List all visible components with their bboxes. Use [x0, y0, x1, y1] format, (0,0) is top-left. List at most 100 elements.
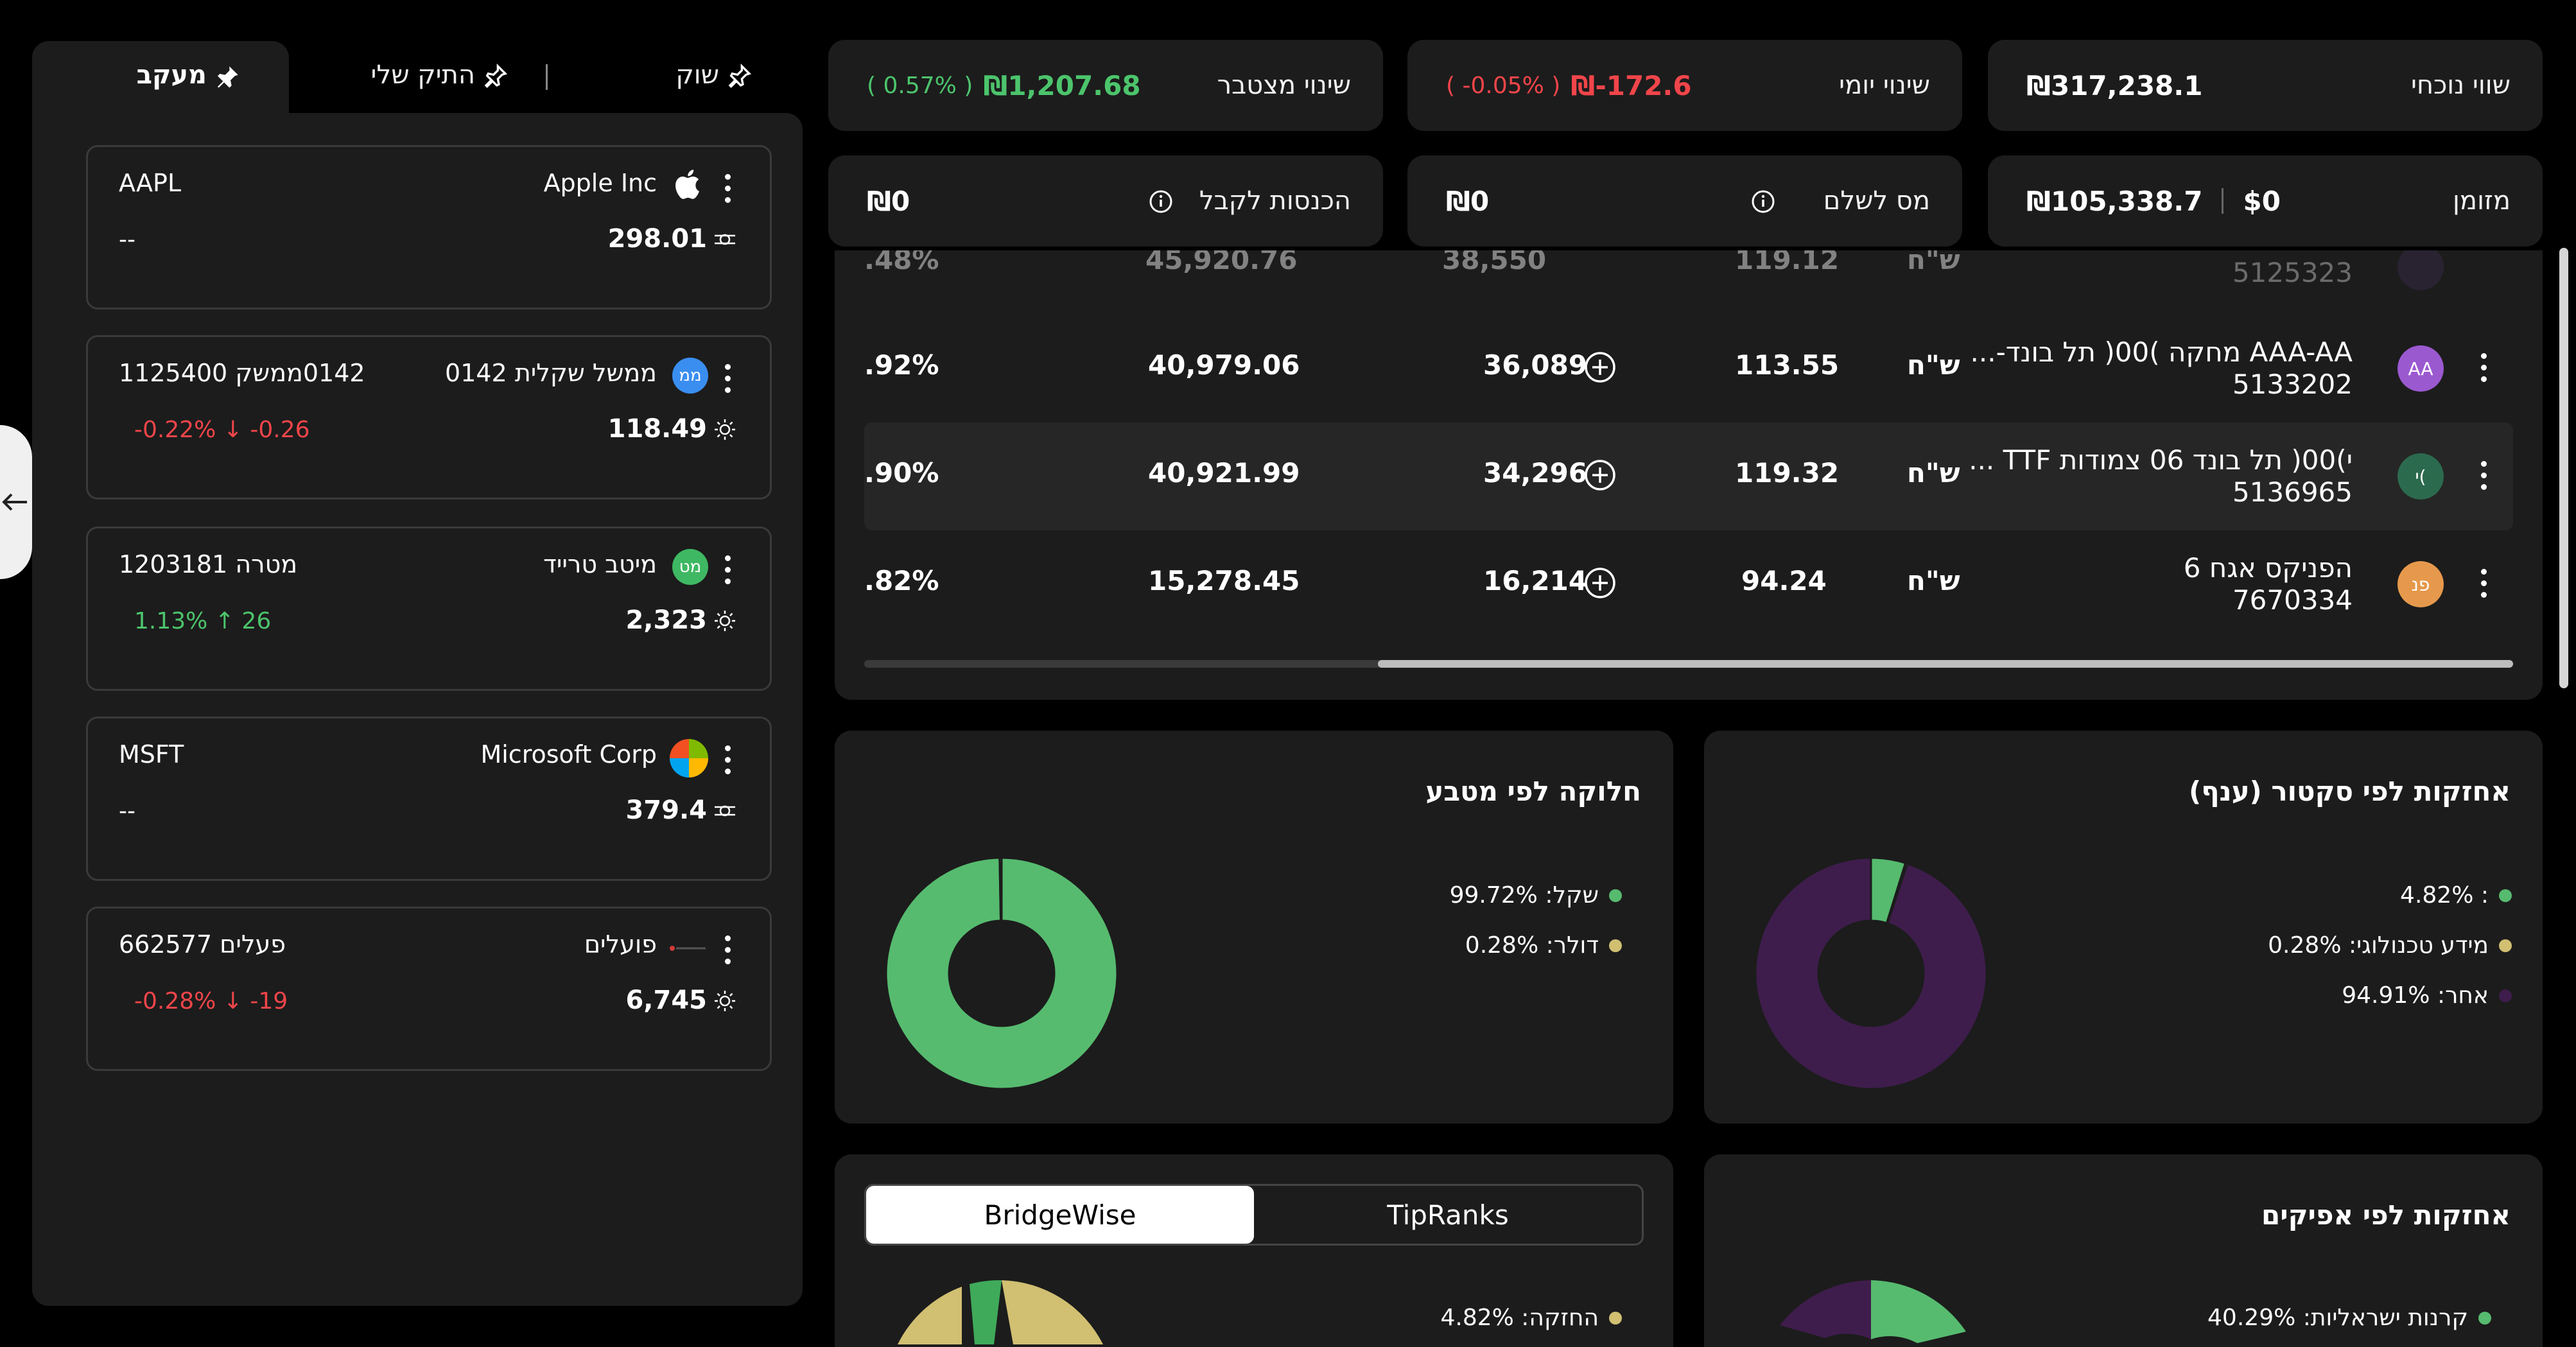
legend-item: מידע טכנולוגי: 0.28% [2268, 932, 2512, 959]
holding-id: 7670334 [2232, 584, 2353, 616]
more-options-icon[interactable] [725, 174, 731, 204]
more-options-icon[interactable] [725, 555, 731, 585]
sector-chart-card: אחזקות לפי סקטור (ענף) : 4.82% מידע טכנו… [1704, 731, 2543, 1124]
horizontal-scrollbar[interactable] [864, 660, 2513, 668]
legend-item: : 4.82% [2400, 882, 2512, 908]
sun-icon [715, 991, 735, 1011]
legend-dot [2499, 989, 2512, 1002]
cash-ils: ₪105,338.7 [2026, 185, 2203, 217]
cash-values: ₪105,338.7 $0 [2026, 155, 2281, 247]
market-closed-icon [715, 234, 735, 245]
watchlist-item-price: 2,323 [625, 605, 707, 635]
vertical-scrollbar[interactable] [2559, 248, 2568, 688]
cash-label: מזומן [2453, 186, 2511, 216]
tab-tracker[interactable]: מעקב [32, 41, 289, 118]
legend-item: החזקה: 4.82% [1440, 1305, 1622, 1331]
characteristics-chart-card: אחזקות לפי אפיקים קרנות ישראליות: 40.29% [1704, 1154, 2543, 1347]
microsoft-icon [670, 739, 708, 778]
chart-title: אחזקות לפי אפיקים [2261, 1199, 2511, 1231]
watchlist-item-change: -0.28% ↓ -19 [134, 988, 288, 1014]
more-options-icon[interactable] [2481, 353, 2487, 383]
watchlist-item-price: 118.49 [607, 414, 707, 444]
watchlist-item-symbol: MSFT [119, 740, 184, 769]
apple-icon [675, 169, 699, 199]
income-label: הכנסות לקבל [1199, 186, 1351, 216]
chart-title: אחזקות לפי סקטור (ענף) [2189, 776, 2511, 807]
table-row[interactable]: י( י)00( תל בונד 06 צמודות TTF ... 51369… [864, 422, 2513, 530]
watchlist-item-change: 1.13% ↑ 26 [134, 608, 272, 634]
market-closed-icon [715, 805, 735, 817]
add-circle-icon[interactable] [1583, 351, 1617, 384]
legend-item: קרנות ישראליות: 40.29% [2207, 1305, 2491, 1331]
total-change-value: ₪1,207.68 [983, 69, 1141, 101]
legend-label: דולר: 0.28% [1465, 932, 1599, 959]
watchlist-item-symbol: מטרה 1203181 [119, 550, 298, 578]
arrow-left-icon [2, 493, 27, 511]
legend-item: דולר: 0.28% [1465, 932, 1622, 959]
holding-percent: .92% [864, 349, 939, 381]
holding-id: 5125323 [2232, 257, 2353, 288]
cash-card: מזומן ₪105,338.7 $0 [1988, 155, 2543, 247]
holding-name: AAA-AA מחקה )00( תל בונד-... [1970, 336, 2353, 368]
income-card: הכנסות לקבל ₪0 [828, 155, 1383, 247]
characteristics-donut-chart [1780, 1280, 1966, 1343]
current-value-card: שווי נוכחי ₪317,238.1 [1988, 40, 2543, 131]
sun-icon [715, 611, 735, 631]
holding-price: 119.32 [1735, 457, 1840, 489]
cash-divider [2222, 188, 2224, 214]
donut-segment [898, 1287, 962, 1344]
info-icon[interactable] [1750, 189, 1776, 214]
more-options-icon[interactable] [725, 364, 731, 394]
legend-label: שקל: 99.72% [1449, 882, 1599, 908]
watchlist-item[interactable]: מיטב טרייד מט מטרה 1203181 2,323 1.13% ↑… [86, 526, 772, 691]
pin-icon [218, 66, 238, 88]
watchlist-item-name: ממשל שקלית 0142 [445, 359, 657, 387]
avatar: מט [672, 549, 708, 585]
table-row[interactable]: AA AAA-AA מחקה )00( תל בונד-... 5133202 … [864, 315, 2513, 422]
holding-currency: ש"ח [1907, 565, 1960, 596]
info-icon[interactable] [1148, 189, 1174, 214]
daily-change-card: שינוי יומי ( -0.05% ) ₪-172.6 [1407, 40, 1962, 131]
more-options-icon[interactable] [725, 745, 731, 775]
holding-value: 15,278.45 [1148, 565, 1300, 596]
total-change-label: שינוי מצטבר [1217, 71, 1351, 100]
tab-tipranks[interactable]: TipRanks [1387, 1199, 1509, 1231]
add-circle-icon[interactable] [1583, 458, 1617, 492]
add-circle-icon[interactable] [1583, 566, 1617, 600]
more-options-icon[interactable] [2481, 461, 2487, 491]
holding-currency: ש"ח [1907, 457, 1960, 489]
holding-quantity: 36,089 [1483, 349, 1588, 381]
daily-change-label: שינוי יומי [1839, 71, 1930, 100]
collapse-panel-handle[interactable] [0, 425, 32, 579]
legend-label: אחר: 94.91% [2342, 982, 2489, 1009]
table-row[interactable]: פנ הפניקס אגח 6 7670334 ש"ח 94.24 16,214… [864, 530, 2513, 638]
rating-source-toggle: BridgeWise TipRanks [864, 1184, 1644, 1246]
tab-bridgewise[interactable]: BridgeWise [866, 1186, 1254, 1244]
watchlist-item[interactable]: ממשל שקלית 0142 ממ 0142ממשק 1125400 118.… [86, 335, 772, 500]
donut-segment [1002, 1280, 1103, 1344]
more-options-icon[interactable] [725, 935, 731, 965]
more-options-icon[interactable] [2481, 569, 2487, 598]
tab-divider [546, 64, 548, 90]
watchlist-item-price: 298.01 [607, 224, 707, 254]
watchlist-item[interactable]: Apple Inc AAPL 298.01 -- [86, 145, 772, 309]
watchlist-item-symbol: 0142ממשק 1125400 [119, 359, 365, 387]
current-value-label: שווי נוכחי [2411, 71, 2511, 100]
legend-dot [1609, 1311, 1622, 1325]
watchlist-item[interactable]: Microsoft Corp MSFT 379.4 -- [86, 717, 772, 881]
watchlist-item-name: מיטב טרייד [543, 550, 657, 578]
tab-market[interactable]: שוק [616, 60, 758, 99]
scrollbar-thumb[interactable] [1378, 660, 2513, 668]
watchlist-item-change: -0.22% ↓ -0.26 [134, 417, 310, 443]
watchlist-item-name: Microsoft Corp [480, 740, 657, 769]
tab-my-portfolio[interactable]: התיק שלי [334, 60, 527, 99]
currency-donut-chart [885, 856, 1118, 1090]
tax-card: מס לשלם ₪0 [1407, 155, 1962, 247]
legend-dot [2478, 1311, 2491, 1325]
tab-my-portfolio-label: התיק שלי [370, 60, 475, 90]
avatar: ממ [672, 358, 708, 394]
holding-percent: .90% [864, 457, 939, 489]
watchlist-item[interactable]: פועלים פעלים 662577 6,745 -0.28% ↓ -19 [86, 907, 772, 1071]
holding-name: י)00( תל בונד 06 צמודות TTF ... [1969, 444, 2353, 476]
holding-value: 40,979.06 [1148, 349, 1300, 381]
